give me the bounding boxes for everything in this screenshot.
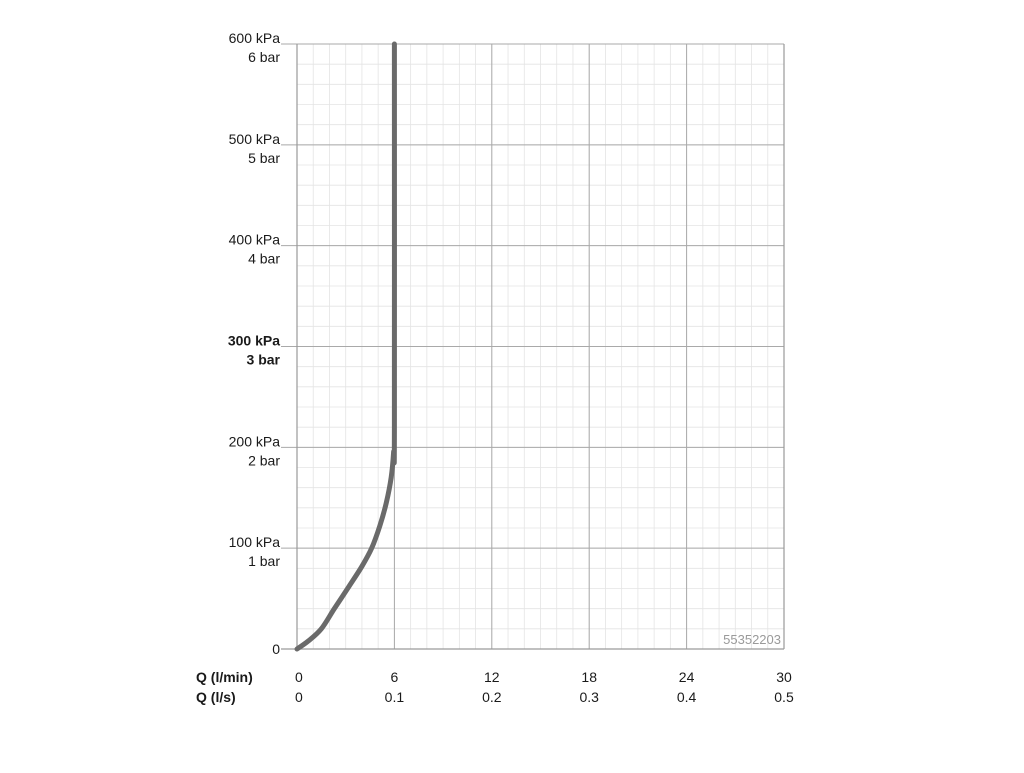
y-tick-label-bar: 6 bar xyxy=(248,49,280,65)
x-tick-label-lmin: 0 xyxy=(295,669,303,685)
curve-layer xyxy=(294,41,397,652)
y-tick-label-kpa: 600 kPa xyxy=(229,30,281,46)
image-id-watermark: 55352203 xyxy=(723,632,781,647)
x-tick-label-ls: 0.2 xyxy=(482,689,502,705)
plot-frame xyxy=(281,44,785,650)
y-tick-label-kpa: 100 kPa xyxy=(229,534,281,550)
x-tick-label-ls: 0.3 xyxy=(579,689,599,705)
x-tick-label-ls: 0.5 xyxy=(774,689,794,705)
y-tick-label-bar: 2 bar xyxy=(248,452,280,468)
y-tick-label-bar: 5 bar xyxy=(248,150,280,166)
x-tick-label-ls: 0.4 xyxy=(677,689,697,705)
x-tick-label-lmin: 12 xyxy=(484,669,500,685)
y-tick-label-bar: 1 bar xyxy=(248,553,280,569)
y-tick-label-bar: 4 bar xyxy=(248,251,280,267)
x-tick-label-lmin: 30 xyxy=(776,669,792,685)
x-tick-label-ls: 0 xyxy=(295,689,303,705)
x-axis-labels: Q (l/min) Q (l/s) 0 0 6 0.1 12 0.2 18 0.3 24 0.4 3… xyxy=(196,669,794,705)
x-tick-label-lmin: 6 xyxy=(391,669,399,685)
x-tick-label-lmin: 18 xyxy=(581,669,597,685)
x-tick-label-ls: 0.1 xyxy=(385,689,405,705)
x-axis-unit-ls: Q (l/s) xyxy=(196,689,236,705)
y-tick-label-kpa: 300 kPa xyxy=(228,333,280,349)
y-tick-label-kpa: 500 kPa xyxy=(229,131,281,147)
x-axis-unit-lmin: Q (l/min) xyxy=(196,669,253,685)
flow-pressure-curve xyxy=(294,41,397,652)
y-tick-label-kpa: 0 xyxy=(272,641,280,657)
x-tick-label-lmin: 24 xyxy=(679,669,695,685)
y-tick-label-kpa: 400 kPa xyxy=(229,232,281,248)
y-axis-labels: 0 100 kPa 1 bar 200 kPa 2 bar 300 kPa 3 bar 400… xyxy=(228,30,281,657)
y-tick-label-bar: 3 bar xyxy=(247,352,281,368)
major-grid xyxy=(281,43,784,649)
y-tick-label-kpa: 200 kPa xyxy=(229,433,281,449)
